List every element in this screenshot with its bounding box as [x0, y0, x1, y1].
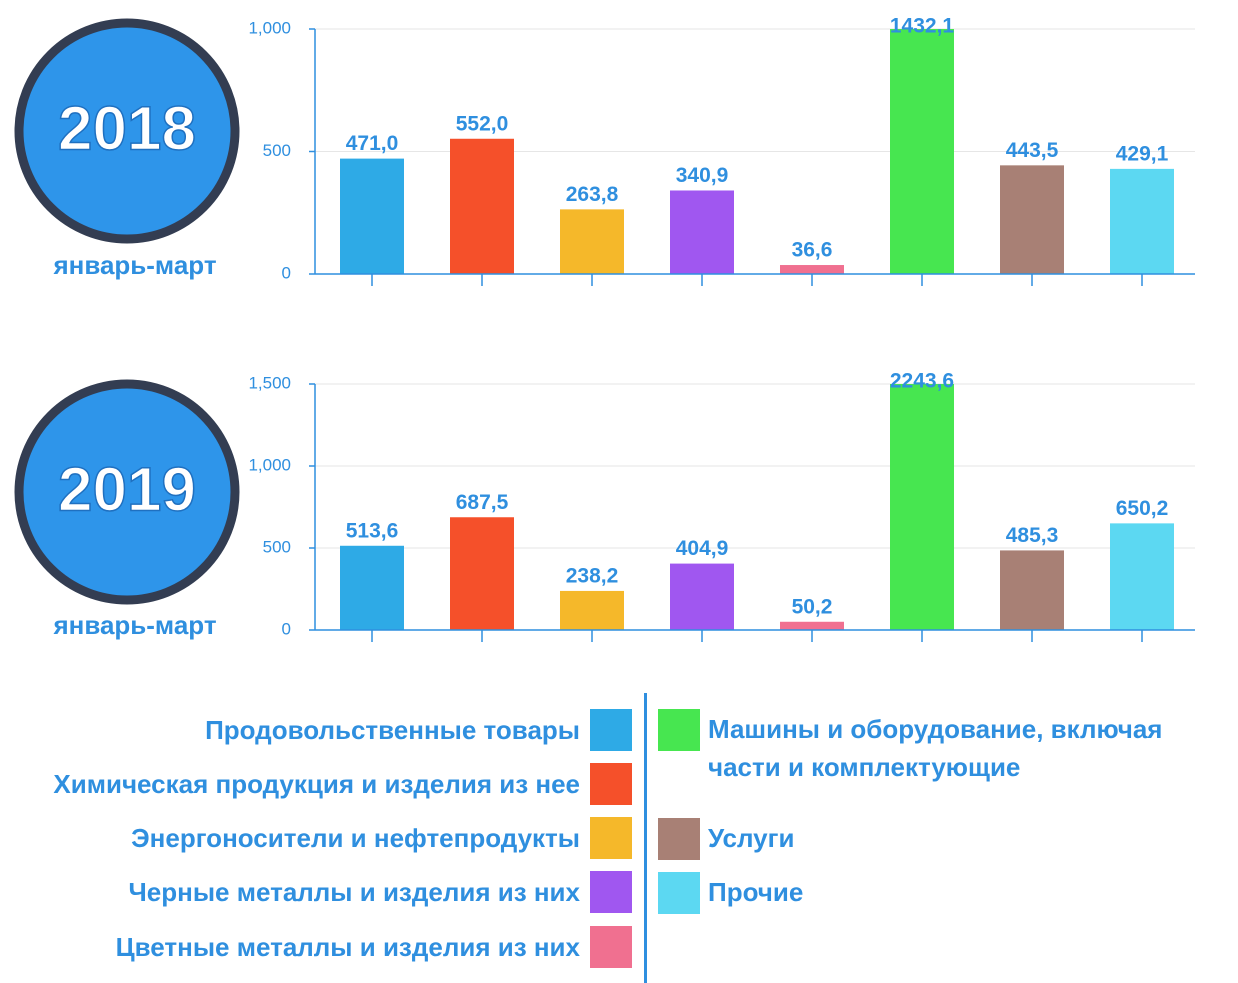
- legend-swatch: [590, 817, 632, 859]
- bars: [340, 29, 1174, 274]
- value-label: 485,3: [1006, 524, 1059, 547]
- y-tick-label: 0: [282, 619, 291, 638]
- bar: [890, 29, 954, 274]
- value-label: 404,9: [676, 537, 729, 560]
- legend-divider: [644, 693, 647, 983]
- chart: 2018 январь-март 0 500 1,000 471,0 552,0 263,8 3…: [14, 15, 1195, 642]
- bar: [450, 138, 514, 274]
- legend-label: Услуги: [708, 823, 795, 853]
- legend-label: Прочие: [708, 877, 804, 907]
- legend-label: Черные металлы и изделия из них: [128, 877, 580, 907]
- value-label: 471,0: [346, 132, 399, 155]
- legend-label: Химическая продукция и изделия из нее: [53, 769, 580, 799]
- bar: [670, 190, 734, 274]
- y-tick-label: 1,000: [248, 18, 291, 37]
- legend-label: Цветные металлы и изделия из них: [115, 932, 580, 962]
- value-label: 429,1: [1116, 142, 1169, 165]
- bar: [890, 384, 954, 630]
- legend-label: Продовольственные товары: [205, 715, 580, 745]
- value-label: 1432,1: [890, 15, 955, 38]
- value-label: 687,5: [456, 491, 509, 514]
- period-subtitle: январь-март: [52, 610, 216, 640]
- value-label: 340,9: [676, 164, 729, 187]
- bar: [1000, 550, 1064, 630]
- bars: [340, 384, 1174, 630]
- value-label: 238,2: [566, 564, 619, 587]
- value-label: 50,2: [792, 595, 833, 618]
- legend-label: Энергоносители и нефтепродукты: [131, 823, 580, 853]
- year-title: 2018: [58, 94, 196, 163]
- bar: [780, 621, 844, 630]
- legend-swatch: [658, 818, 700, 860]
- bar: [340, 158, 404, 274]
- value-label: 263,8: [566, 183, 619, 206]
- bar: [780, 265, 844, 274]
- y-tick-label: 1,000: [248, 455, 291, 474]
- legend-swatch: [590, 926, 632, 968]
- value-label: 36,6: [792, 239, 833, 262]
- legend-swatch: [658, 872, 700, 914]
- value-label: 513,6: [346, 519, 399, 542]
- period-subtitle: январь-март: [52, 250, 216, 280]
- bar: [1000, 165, 1064, 274]
- bar: [1110, 168, 1174, 274]
- y-tick-label: 500: [263, 141, 291, 160]
- legend-label: Машины и оборудование, включая части и к…: [708, 714, 1163, 782]
- y-tick-label: 1,500: [248, 373, 291, 392]
- legend-swatch: [658, 709, 700, 751]
- legend-swatch: [590, 871, 632, 913]
- bar: [560, 209, 624, 274]
- y-tick-label: 500: [263, 537, 291, 556]
- year-badge: [14, 18, 240, 244]
- bar: [560, 590, 624, 630]
- year-title: 2019: [58, 455, 196, 524]
- y-tick-label: 0: [282, 263, 291, 282]
- bar: [1110, 523, 1174, 630]
- value-label: 2243,6: [890, 370, 954, 393]
- bar: [340, 545, 404, 630]
- legend-swatch: [590, 763, 632, 805]
- value-label: 443,5: [1006, 139, 1059, 162]
- value-label: 650,2: [1116, 497, 1169, 520]
- year-badge: [14, 379, 240, 605]
- legend-swatch: [590, 709, 632, 751]
- bar: [670, 563, 734, 630]
- value-label: 552,0: [456, 112, 509, 135]
- bar: [450, 517, 514, 630]
